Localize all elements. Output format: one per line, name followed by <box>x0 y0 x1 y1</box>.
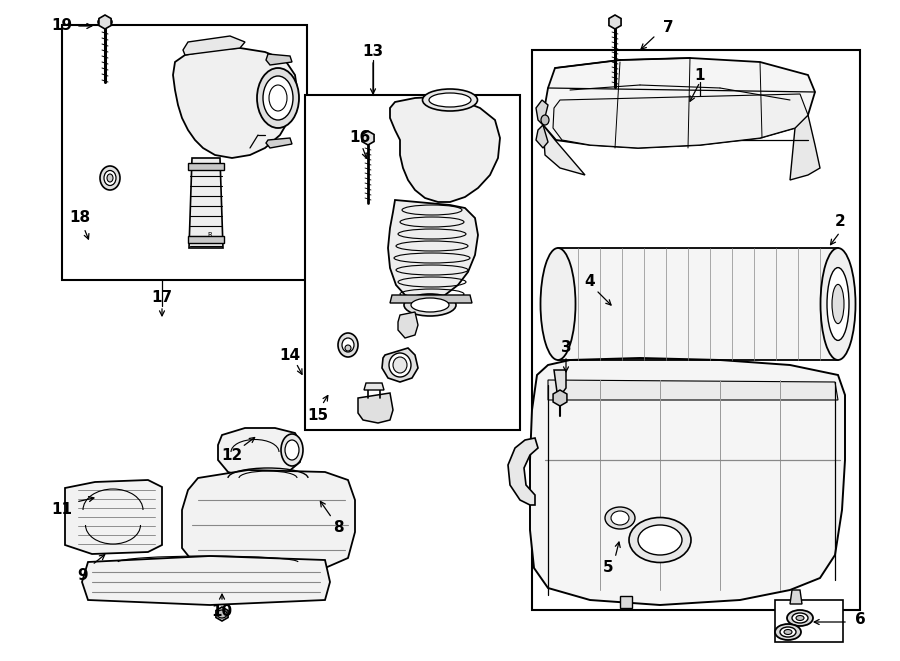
Ellipse shape <box>611 511 629 525</box>
Ellipse shape <box>263 76 293 120</box>
Ellipse shape <box>775 624 801 640</box>
Ellipse shape <box>257 68 299 128</box>
Bar <box>775 600 843 642</box>
Ellipse shape <box>629 518 691 563</box>
Polygon shape <box>530 358 845 605</box>
Polygon shape <box>536 100 548 125</box>
Polygon shape <box>189 158 223 248</box>
Polygon shape <box>508 438 538 505</box>
Ellipse shape <box>821 248 856 360</box>
Text: 12: 12 <box>221 447 243 463</box>
Ellipse shape <box>285 440 299 460</box>
Polygon shape <box>182 470 355 572</box>
Polygon shape <box>188 163 224 170</box>
Text: 17: 17 <box>151 290 173 305</box>
Ellipse shape <box>792 613 808 623</box>
Ellipse shape <box>269 85 287 111</box>
Polygon shape <box>620 596 632 608</box>
Polygon shape <box>558 248 838 360</box>
Polygon shape <box>390 295 472 303</box>
Polygon shape <box>548 380 838 400</box>
Polygon shape <box>382 348 418 382</box>
Ellipse shape <box>422 89 478 111</box>
Bar <box>305 95 520 430</box>
Ellipse shape <box>429 93 471 107</box>
Ellipse shape <box>98 17 112 26</box>
Ellipse shape <box>411 298 449 312</box>
Text: 3: 3 <box>561 340 572 356</box>
Text: 18: 18 <box>69 210 91 225</box>
Polygon shape <box>183 36 245 55</box>
Ellipse shape <box>217 610 227 618</box>
Text: 2: 2 <box>834 215 845 229</box>
Polygon shape <box>388 200 478 300</box>
Text: 1: 1 <box>695 67 706 83</box>
Polygon shape <box>398 312 418 338</box>
Text: 5: 5 <box>603 561 613 576</box>
Ellipse shape <box>780 627 796 637</box>
Polygon shape <box>358 393 393 423</box>
Text: 15: 15 <box>308 407 328 422</box>
Text: 16: 16 <box>349 130 371 145</box>
Ellipse shape <box>393 357 407 373</box>
Text: 4: 4 <box>585 274 595 290</box>
Ellipse shape <box>832 284 844 324</box>
Polygon shape <box>790 590 802 604</box>
Polygon shape <box>543 125 585 175</box>
Text: 14: 14 <box>279 348 301 362</box>
Ellipse shape <box>541 115 549 125</box>
Polygon shape <box>390 97 500 202</box>
Text: 6: 6 <box>855 613 866 627</box>
Bar <box>62 25 307 280</box>
Ellipse shape <box>827 268 849 340</box>
Text: 7: 7 <box>662 20 673 36</box>
Polygon shape <box>266 54 292 65</box>
Ellipse shape <box>605 507 635 529</box>
Ellipse shape <box>404 294 456 316</box>
Ellipse shape <box>638 525 682 555</box>
Polygon shape <box>82 556 330 605</box>
Ellipse shape <box>100 166 120 190</box>
Polygon shape <box>790 115 820 180</box>
Polygon shape <box>553 94 808 148</box>
Polygon shape <box>554 370 566 392</box>
Text: 19: 19 <box>51 17 73 32</box>
Polygon shape <box>543 58 815 148</box>
Text: 10: 10 <box>212 605 232 619</box>
Polygon shape <box>65 480 162 554</box>
Ellipse shape <box>104 171 116 186</box>
Polygon shape <box>173 48 298 158</box>
Polygon shape <box>364 383 384 390</box>
Ellipse shape <box>107 174 113 182</box>
Text: 13: 13 <box>363 44 383 59</box>
Polygon shape <box>266 138 292 148</box>
Polygon shape <box>188 236 224 243</box>
Ellipse shape <box>389 353 411 377</box>
Ellipse shape <box>541 248 575 360</box>
Ellipse shape <box>281 434 303 466</box>
Text: 8: 8 <box>333 520 343 535</box>
Bar <box>532 50 860 610</box>
Ellipse shape <box>796 615 804 621</box>
Text: 9: 9 <box>77 568 88 582</box>
Ellipse shape <box>784 629 792 635</box>
Text: 11: 11 <box>51 502 73 518</box>
Ellipse shape <box>338 333 358 357</box>
Polygon shape <box>536 125 548 148</box>
Ellipse shape <box>345 345 351 351</box>
Polygon shape <box>218 428 302 478</box>
Text: R: R <box>208 232 212 238</box>
Ellipse shape <box>342 338 354 352</box>
Ellipse shape <box>787 610 813 626</box>
